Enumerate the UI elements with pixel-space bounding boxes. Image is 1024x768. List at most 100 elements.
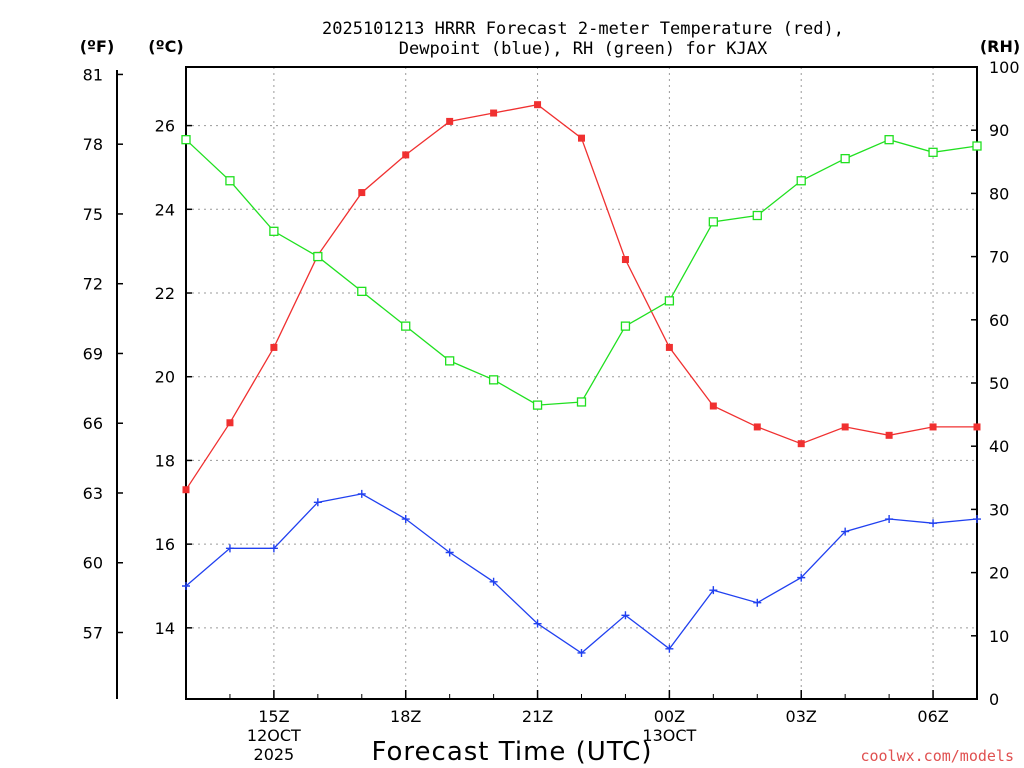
fahrenheit-tick-label: 69 (83, 344, 103, 363)
watermark-text: coolwx.com/models (860, 747, 1014, 765)
data-point (753, 423, 761, 431)
fahrenheit-unit-label: (ºF) (80, 37, 115, 56)
rh-tick-label: 40 (989, 437, 1009, 456)
rh-tick-label: 50 (989, 374, 1009, 393)
data-point (313, 498, 322, 507)
data-point (841, 423, 849, 431)
rh-tick-label: 20 (989, 564, 1009, 583)
data-point (841, 527, 850, 536)
fahrenheit-tick-label: 72 (83, 275, 103, 294)
data-point (269, 544, 278, 553)
data-point (489, 577, 498, 586)
rh-tick-label: 0 (989, 690, 999, 709)
celsius-tick-label: 20 (155, 368, 175, 387)
data-point (357, 286, 367, 297)
data-point (488, 375, 499, 385)
rh-tick-label: 80 (989, 184, 1009, 203)
x-tick-label: 21Z (522, 707, 553, 726)
data-point (401, 515, 410, 524)
axes-layer (116, 66, 978, 700)
x-tick-label: 2025 (254, 745, 295, 764)
x-tick-label: 13OCT (642, 726, 696, 745)
rh-tick-label: 30 (989, 500, 1009, 519)
x-tick-label: 12OCT (247, 726, 301, 745)
data-point (181, 135, 191, 145)
data-point (621, 611, 630, 620)
data-point (577, 648, 586, 657)
celsius-tick-label: 22 (155, 284, 175, 303)
fahrenheit-tick-label: 60 (83, 554, 103, 573)
data-point (928, 147, 938, 157)
data-point (665, 343, 673, 351)
data-point (357, 489, 366, 498)
data-point (533, 619, 542, 628)
x-axis-title: Forecast Time (UTC) (371, 737, 652, 767)
data-point (578, 134, 585, 142)
data-point (796, 176, 806, 186)
x-tick-label: 00Z (654, 707, 685, 726)
fahrenheit-tick-label: 57 (83, 623, 103, 642)
rh-tick-label: 10 (989, 627, 1009, 646)
data-point (709, 586, 718, 595)
series-line (185, 139, 978, 406)
data-point (358, 189, 366, 197)
rh-unit-label: (RH) (980, 37, 1020, 56)
data-point (445, 548, 454, 557)
tick-labels-layer: 57 60 63 66 69 72 75 78 81 14 16 18 20 22 24 26 0 10 20 30 4… (83, 58, 1020, 764)
data-point (929, 423, 937, 431)
data-point (797, 573, 806, 582)
data-point (269, 226, 279, 236)
fahrenheit-tick-label: 63 (83, 484, 103, 503)
plot-frame (185, 66, 978, 700)
data-point (797, 440, 805, 448)
data-point (621, 256, 629, 264)
series-line (185, 493, 978, 654)
data-point (753, 598, 762, 607)
grid-layer (186, 67, 977, 699)
fahrenheit-tick-label: 81 (83, 65, 103, 84)
data-point (402, 151, 410, 159)
chart-title-line-1: 2025101213 HRRR Forecast 2-meter Tempera… (322, 19, 844, 39)
data-point (620, 321, 631, 331)
data-point (445, 356, 455, 366)
data-point (708, 217, 718, 227)
data-point (929, 519, 938, 528)
celsius-unit-label: (ºC) (148, 37, 183, 56)
fahrenheit-tick-label: 66 (83, 414, 103, 433)
data-point (490, 109, 498, 117)
x-tick-label: 18Z (390, 707, 421, 726)
data-point (225, 544, 234, 553)
rh-tick-label: 90 (989, 121, 1009, 140)
data-point (752, 210, 762, 221)
rh-tick-label: 60 (989, 311, 1009, 330)
data-point (665, 644, 674, 653)
data-point (709, 402, 717, 410)
data-point (972, 141, 982, 151)
rh-tick-label: 70 (989, 248, 1009, 267)
rh-tick-label: 100 (989, 58, 1020, 77)
celsius-tick-label: 24 (155, 200, 175, 219)
fahrenheit-tick-label: 75 (83, 205, 103, 224)
data-point (973, 515, 981, 524)
celsius-tick-label: 14 (155, 619, 175, 638)
data-point (446, 117, 454, 125)
celsius-tick-label: 18 (155, 451, 175, 470)
data-point (226, 419, 234, 427)
chart-title-line-2: Dewpoint (blue), RH (green) for KJAX (399, 39, 768, 59)
data-point (270, 343, 278, 351)
data-point (576, 397, 587, 407)
data-point (664, 296, 675, 306)
data-point (532, 400, 543, 410)
data-point (884, 135, 894, 145)
data-point (182, 486, 190, 494)
data-point (885, 431, 893, 439)
data-point (840, 153, 850, 164)
data-point (401, 321, 411, 331)
fahrenheit-tick-label: 78 (83, 135, 103, 154)
celsius-tick-label: 16 (155, 535, 175, 554)
x-tick-label: 06Z (917, 707, 948, 726)
data-point (182, 581, 190, 590)
x-tick-label: 03Z (786, 707, 817, 726)
series-line (185, 104, 977, 491)
